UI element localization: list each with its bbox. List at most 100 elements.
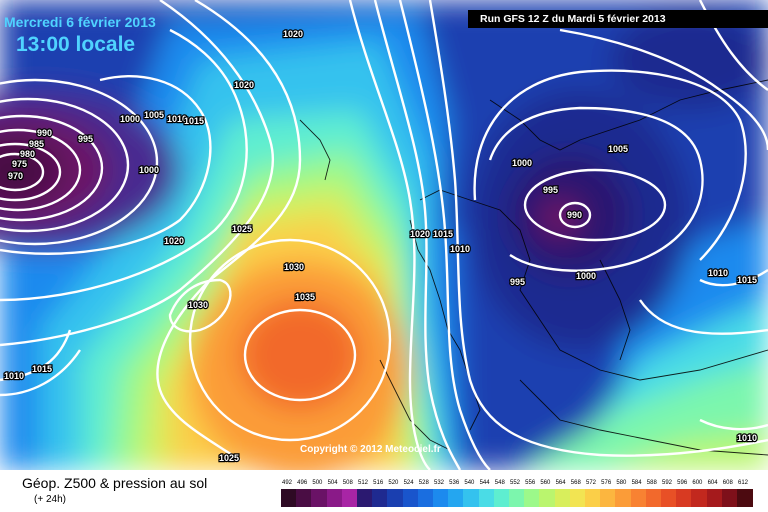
scale-swatch	[509, 489, 525, 507]
isobar-label: 1020	[234, 80, 254, 90]
scale-tick-label: 512	[357, 480, 368, 486]
isobar-label: 980	[20, 149, 35, 159]
scale-tick-label: 548	[494, 480, 505, 486]
scale-tick-label: 544	[479, 480, 490, 486]
scale-tick-label: 596	[677, 480, 688, 486]
scale-swatch	[737, 489, 753, 507]
isobar-label: 1005	[608, 144, 628, 154]
scale-swatch	[417, 489, 434, 507]
legend-title: Géop. Z500 & pression au sol	[22, 475, 208, 491]
scale-swatch	[296, 489, 312, 507]
scale-tick-label: 516	[373, 480, 384, 486]
scale-swatch	[706, 489, 723, 507]
scale-swatch	[661, 489, 677, 507]
isobar-label: 1010	[4, 371, 24, 381]
scale-swatch	[493, 489, 510, 507]
scale-swatch	[585, 489, 601, 507]
pressure-map: 1020 1020 1000 1005 1010 1015 990 985 98…	[0, 0, 768, 470]
scale-swatch	[676, 489, 692, 507]
isobar-label: 1005	[144, 110, 164, 120]
scale-tick-label: 604	[707, 480, 718, 486]
scale-swatch	[372, 489, 388, 507]
isobar-label: 1015	[184, 116, 204, 126]
scale-swatch	[478, 489, 495, 507]
isobar-label: 1015	[32, 364, 52, 374]
scale-swatch	[402, 489, 419, 507]
scale-tick-label: 504	[327, 480, 338, 486]
isobar-label: 1020	[283, 29, 303, 39]
isobar-label: 1010	[737, 433, 757, 443]
isobar-label: 1010	[450, 244, 470, 254]
isobar-label: 995	[510, 277, 525, 287]
forecast-time: 13:00 locale	[16, 33, 136, 56]
isobar-label: 1015	[433, 229, 453, 239]
scale-swatch	[569, 489, 586, 507]
isobar-label: 1025	[232, 224, 252, 234]
low-center-label: 990	[567, 210, 582, 220]
scale-swatch	[448, 489, 464, 507]
isobar-label: 1010	[167, 114, 187, 124]
isobar-label: 1000	[139, 165, 159, 175]
scale-tick-label: 568	[570, 480, 581, 486]
scale-tick-label: 520	[388, 480, 399, 486]
isobar-label: 995	[543, 185, 558, 195]
geopotential-field	[0, 0, 768, 470]
isobar-label: 1020	[410, 229, 430, 239]
scale-tick-label: 564	[555, 480, 566, 486]
scale-tick-label: 500	[312, 480, 323, 486]
map-canvas: 1020 1020 1000 1005 1010 1015 990 985 98…	[0, 0, 768, 470]
scale-tick-label: 576	[601, 480, 612, 486]
isobar-label: 1010	[708, 268, 728, 278]
scale-tick-label: 508	[342, 480, 353, 486]
scale-swatch	[600, 489, 616, 507]
model-run-banner: Run GFS 12 Z du Mardi 5 février 2013	[468, 10, 768, 28]
scale-swatch	[721, 489, 738, 507]
scale-tick-label: 532	[433, 480, 444, 486]
isobar-label: 985	[29, 139, 44, 149]
color-scale: 492 496 500 504 508 512 516 520 524 528 532 536 540 5…	[281, 480, 753, 510]
isobar-label: 1000	[576, 271, 596, 281]
legend-subtitle: (+ 24h)	[34, 494, 66, 505]
isobar-label: 1020	[164, 236, 184, 246]
scale-tick-label: 536	[449, 480, 460, 486]
scale-tick-label: 572	[585, 480, 596, 486]
scale-tick-label: 496	[297, 480, 308, 486]
isobar-label: 1000	[120, 114, 140, 124]
isobar-label: 1000	[512, 158, 532, 168]
isobars	[0, 0, 768, 470]
isobar-label: 1030	[284, 262, 304, 272]
scale-swatch	[539, 489, 556, 507]
scale-swatch	[357, 489, 373, 507]
isobar-label: 1030	[188, 300, 208, 310]
scale-swatch	[630, 489, 647, 507]
scale-swatch	[341, 489, 358, 507]
scale-tick-label: 556	[525, 480, 536, 486]
scale-swatch	[433, 489, 449, 507]
scale-tick-label: 552	[509, 480, 520, 486]
isobar-label: 1015	[737, 275, 757, 285]
scale-swatch	[615, 489, 632, 507]
scale-swatch	[524, 489, 540, 507]
scale-tick-label: 528	[418, 480, 429, 486]
low-center-label: 970	[8, 171, 23, 181]
scale-tick-label: 608	[722, 480, 733, 486]
scale-tick-label: 492	[281, 480, 292, 486]
scale-tick-label: 612	[737, 480, 748, 486]
scale-swatch	[281, 489, 297, 507]
scale-tick-label: 588	[646, 480, 657, 486]
scale-tick-label: 600	[692, 480, 703, 486]
scale-swatch	[691, 489, 708, 507]
scale-swatch	[463, 489, 480, 507]
isobar-label: 1025	[219, 453, 239, 463]
scale-tick-label: 584	[631, 480, 642, 486]
isobar-label: 975	[12, 159, 27, 169]
scale-tick-label: 580	[616, 480, 627, 486]
legend-bar: Géop. Z500 & pression au sol (+ 24h) 492…	[0, 470, 768, 512]
scale-swatch	[645, 489, 662, 507]
scale-swatch	[387, 489, 404, 507]
isobar-label: 1035	[295, 292, 315, 302]
scale-tick-label: 560	[540, 480, 551, 486]
isobar-labels: 1020 1020 1000 1005 1010 1015 990 985 98…	[3, 28, 758, 464]
scale-tick-label: 592	[661, 480, 672, 486]
scale-swatch	[554, 489, 571, 507]
